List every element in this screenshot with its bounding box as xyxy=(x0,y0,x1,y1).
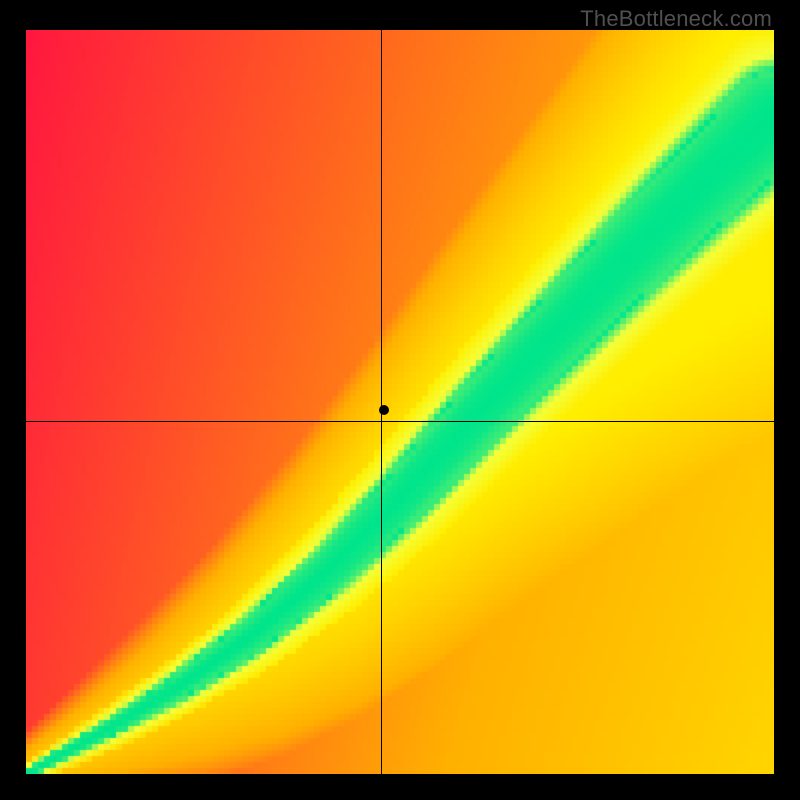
crosshair-vertical xyxy=(381,30,382,774)
watermark-text: TheBottleneck.com xyxy=(580,6,772,32)
plot-frame xyxy=(26,30,774,774)
plot-area xyxy=(26,30,774,774)
crosshair-horizontal xyxy=(26,421,774,422)
heatmap-canvas xyxy=(26,30,774,774)
bottleneck-marker xyxy=(379,405,389,415)
